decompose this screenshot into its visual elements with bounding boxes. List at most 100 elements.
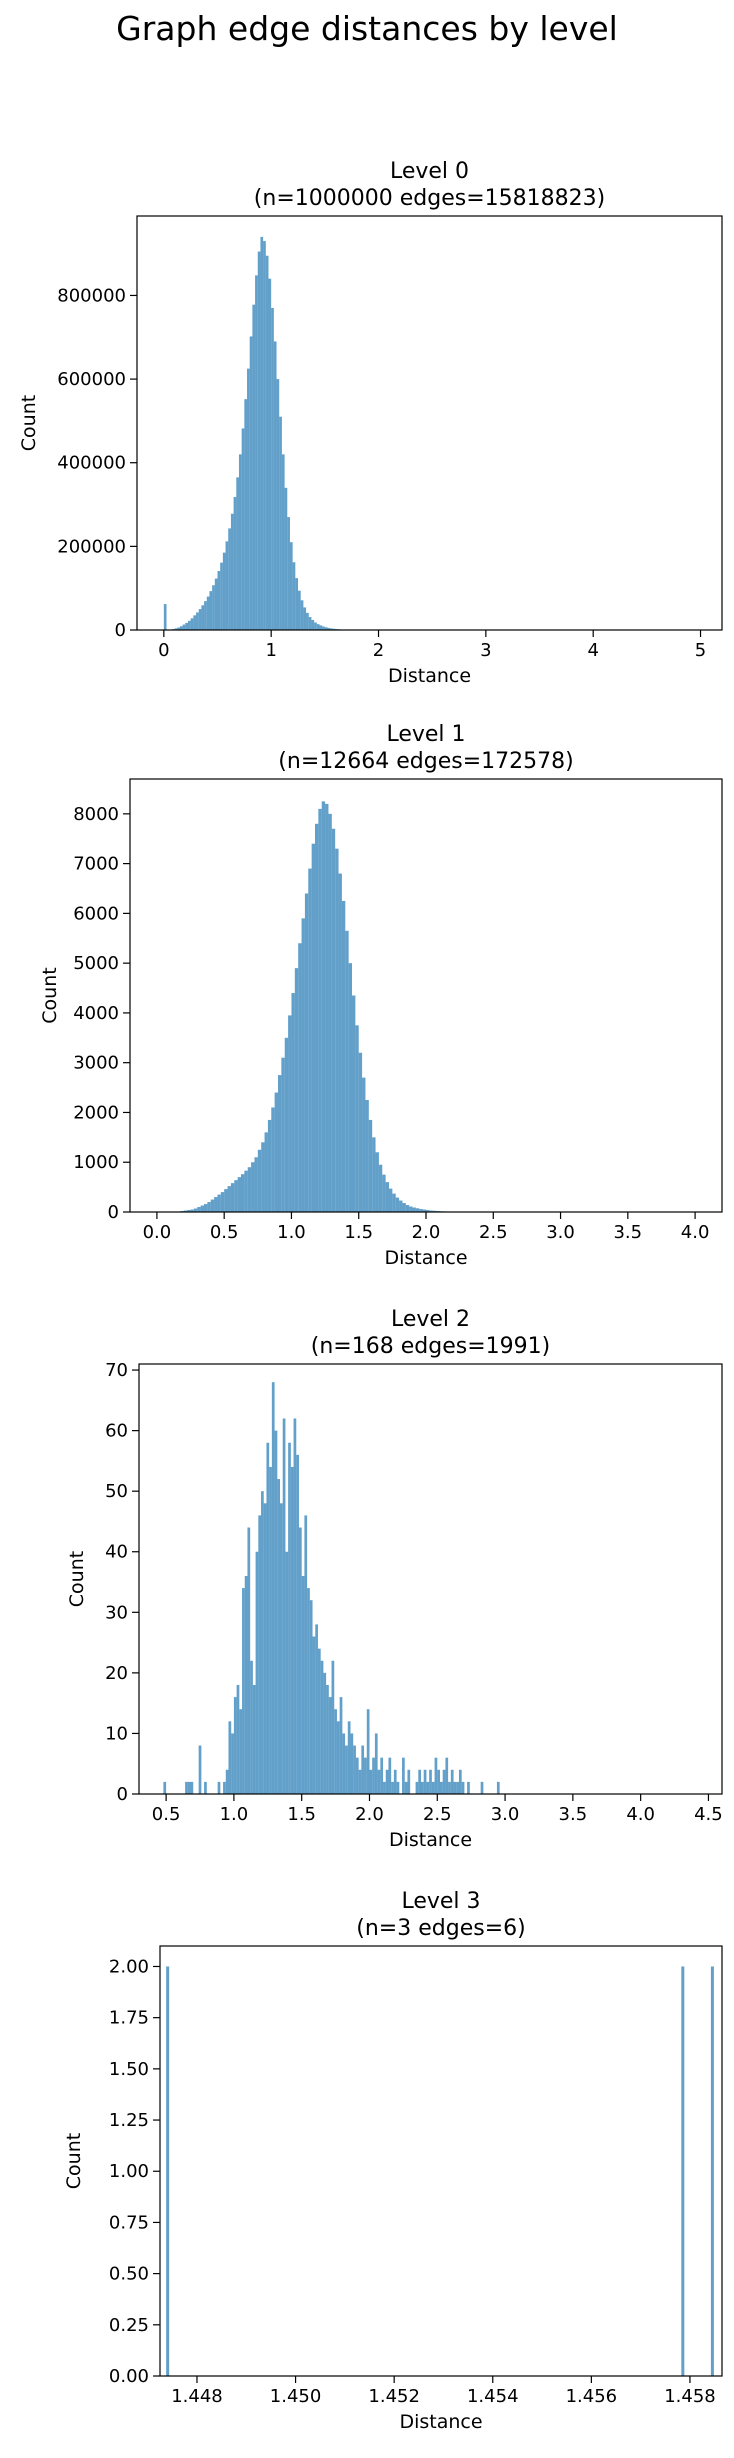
histogram-bar [437, 1770, 440, 1794]
histogram-bar [323, 1673, 326, 1794]
histogram-bar [394, 1770, 397, 1794]
histogram-bar [440, 1782, 443, 1794]
histogram-bar [204, 1204, 207, 1212]
histogram-bar [294, 1419, 297, 1794]
histogram-bar [319, 625, 322, 630]
histogram-bar [188, 621, 191, 630]
histogram-bar [242, 428, 245, 630]
y-tick-label: 20 [105, 1663, 128, 1684]
histogram-bar [247, 1528, 250, 1794]
chart-subtitle: (n=3 edges=6) [356, 1916, 525, 1941]
chart-subtitle: (n=1000000 edges=15818823) [254, 186, 605, 211]
y-axis-label: Count [39, 967, 61, 1023]
histogram-bar [355, 1025, 358, 1212]
y-tick-label: 0.75 [109, 2212, 149, 2233]
histogram-bar [251, 1162, 254, 1212]
histogram-bar [302, 1576, 305, 1794]
histogram-bar [311, 620, 314, 630]
x-tick-label: 1.452 [368, 2386, 420, 2407]
histogram-bar [183, 625, 186, 630]
histogram-bar [421, 1782, 424, 1794]
histogram-bar [234, 1180, 237, 1212]
figure-suptitle: Graph edge distances by level [116, 9, 618, 48]
histogram-bar [359, 1770, 362, 1794]
histogram-bar [335, 849, 338, 1212]
y-tick-label: 1.25 [109, 2110, 149, 2131]
histogram-bar [247, 369, 250, 630]
histogram-bars [166, 1966, 714, 2376]
histogram-bar [236, 477, 239, 630]
histogram-bar [245, 1576, 248, 1794]
histogram-bar [345, 1746, 348, 1794]
x-tick-label: 3.5 [559, 1804, 588, 1825]
y-tick-label: 8000 [73, 804, 119, 825]
histogram-bar [426, 1782, 429, 1794]
histogram-bar [348, 1721, 351, 1794]
histogram-bar [365, 1100, 368, 1212]
histogram-bar [315, 1624, 318, 1794]
histogram-bar [359, 1053, 362, 1212]
histogram-bar [231, 1183, 234, 1212]
x-tick-label: 3.0 [491, 1804, 520, 1825]
x-tick-label: 2.5 [479, 1222, 508, 1243]
histogram-bar [212, 585, 215, 630]
histogram-bar [405, 1782, 408, 1794]
histogram-bar [278, 1075, 281, 1212]
x-tick-label: 0.5 [210, 1222, 239, 1243]
histogram-bar [277, 1479, 280, 1794]
histogram-bar [193, 615, 196, 630]
chart-subtitle: (n=12664 edges=172578) [278, 749, 573, 774]
histogram-bar [258, 252, 261, 630]
histogram-bar [312, 844, 315, 1212]
histogram-bar [305, 893, 308, 1212]
histogram-bar [185, 1782, 188, 1794]
histogram-bar [166, 1966, 169, 2376]
y-tick-label: 6000 [73, 903, 119, 924]
y-tick-label: 40 [105, 1542, 128, 1563]
y-tick-label: 0 [115, 620, 126, 641]
histogram-bar [356, 1758, 359, 1794]
histogram-bar [185, 623, 188, 630]
histogram-bar [413, 1208, 416, 1212]
x-tick-label: 1.450 [270, 2386, 322, 2407]
histogram-bar [277, 379, 280, 630]
histogram-bar [218, 571, 221, 630]
histogram-bar [392, 1194, 395, 1212]
histogram-bar [339, 874, 342, 1212]
histogram-bar [456, 1782, 459, 1794]
x-tick-label: 1.454 [467, 2386, 519, 2407]
y-tick-label: 200000 [57, 536, 126, 557]
histogram-bar [261, 1491, 264, 1794]
histogram-bar [307, 1588, 310, 1794]
histogram-bar [303, 607, 306, 630]
histogram-bar [362, 1078, 365, 1212]
chart-title: Level 2 [391, 1307, 470, 1332]
histogram-bar [497, 1782, 500, 1794]
histogram-bar [209, 591, 212, 630]
histogram-bar [266, 1443, 269, 1794]
histogram-bar [329, 1697, 332, 1794]
histogram-bar [326, 1685, 329, 1794]
histogram-bar [217, 1195, 220, 1212]
histogram-bar [253, 1685, 256, 1794]
x-tick-label: 3.5 [613, 1222, 642, 1243]
histogram-bar [223, 553, 226, 630]
chart-subtitle: (n=168 edges=1991) [311, 1334, 550, 1359]
x-tick-label: 0 [158, 640, 169, 661]
x-tick-label: 1.5 [344, 1222, 373, 1243]
y-tick-label: 3000 [73, 1053, 119, 1074]
x-tick-label: 0.5 [152, 1804, 181, 1825]
histogram-bar [201, 605, 204, 630]
histogram-bar [274, 341, 277, 630]
histogram-bar [352, 996, 355, 1213]
histogram-bar [256, 1552, 259, 1794]
histogram-bar [291, 1467, 294, 1794]
histogram-bar [369, 1120, 372, 1212]
histogram-bar [409, 1207, 412, 1212]
histogram-bar [244, 1171, 247, 1212]
histogram-bars [177, 801, 476, 1212]
chart-title: Level 0 [390, 159, 469, 184]
histogram-bar [317, 624, 320, 630]
